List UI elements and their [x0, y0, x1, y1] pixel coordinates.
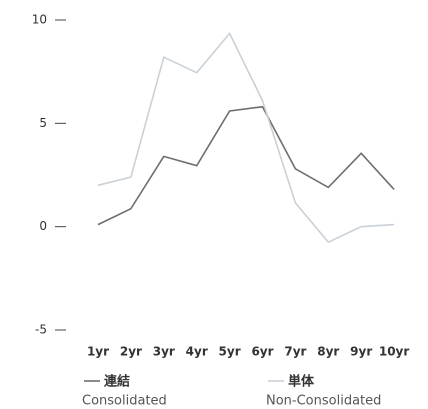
x-tick-label: 7yr	[284, 345, 306, 359]
legend-label: 単体	[288, 374, 315, 390]
x-tick-label: 8yr	[317, 345, 339, 359]
y-tick-label: 5	[39, 116, 47, 130]
y-tick-label: 10	[32, 13, 47, 27]
legend-label: 連結	[104, 374, 130, 390]
x-tick-label: 10yr	[379, 345, 410, 359]
x-tick-label: 4yr	[186, 345, 208, 359]
x-tick-label: 1yr	[87, 345, 109, 359]
legend-sublabel: Non-Consolidated	[266, 394, 381, 409]
x-tick-label: 2yr	[120, 345, 142, 359]
y-tick-label: 0	[39, 219, 47, 233]
x-tick-label: 6yr	[251, 345, 273, 359]
x-tick-label: 3yr	[153, 345, 175, 359]
x-tick-label: 5yr	[219, 345, 241, 359]
x-tick-label: 9yr	[350, 345, 372, 359]
y-tick-label: -5	[35, 323, 47, 337]
series-line	[97, 31, 395, 244]
series-line	[97, 105, 395, 226]
legend-sublabel: Consolidated	[82, 394, 167, 409]
